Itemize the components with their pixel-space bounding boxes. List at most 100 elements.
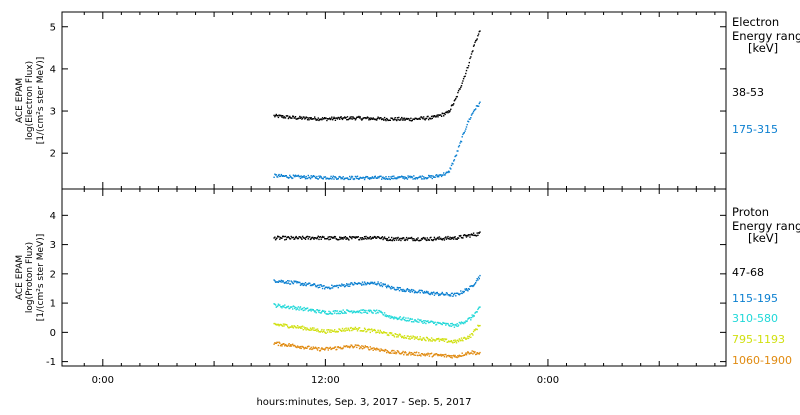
data-point	[462, 322, 465, 325]
data-point	[339, 176, 342, 178]
data-point	[318, 175, 320, 177]
data-point	[284, 323, 287, 326]
data-point	[306, 119, 309, 121]
data-point	[402, 177, 404, 179]
data-point	[391, 332, 393, 334]
data-point	[374, 175, 376, 177]
data-point	[302, 176, 304, 178]
data-point	[346, 283, 348, 285]
data-point	[290, 306, 292, 308]
data-point	[343, 178, 345, 181]
data-point	[450, 295, 452, 297]
data-point	[470, 336, 472, 338]
data-point	[419, 354, 421, 356]
data-point	[326, 347, 329, 349]
data-point	[388, 236, 390, 239]
data-point	[442, 112, 444, 115]
data-point	[329, 312, 331, 315]
data-point	[413, 321, 415, 323]
data-point	[393, 349, 395, 352]
data-point	[288, 307, 290, 310]
data-point	[472, 353, 474, 355]
data-point	[337, 286, 339, 289]
data-point	[393, 237, 395, 239]
data-point	[378, 310, 381, 312]
data-point	[474, 351, 476, 353]
data-point	[477, 352, 480, 355]
data-point	[457, 340, 460, 343]
data-point	[326, 331, 329, 333]
data-point	[291, 306, 293, 308]
proton-ytick-label: 4	[50, 211, 56, 222]
data-point	[477, 307, 480, 309]
data-point	[362, 309, 364, 311]
proton-legend-entry: 115-195	[732, 292, 778, 305]
data-point	[444, 293, 446, 296]
data-point	[344, 330, 347, 332]
data-point	[391, 177, 393, 180]
data-point	[334, 119, 337, 121]
data-point	[316, 175, 318, 178]
data-point	[340, 178, 342, 180]
data-point	[451, 357, 453, 359]
data-point	[410, 236, 413, 239]
data-point	[366, 281, 369, 284]
data-point	[364, 311, 366, 313]
data-point	[419, 118, 421, 120]
data-point	[279, 114, 282, 117]
data-point	[301, 282, 304, 285]
data-point	[372, 237, 374, 239]
data-point	[312, 329, 314, 331]
data-point	[294, 306, 297, 309]
data-point	[357, 328, 359, 330]
data-point	[449, 294, 451, 296]
data-point	[313, 310, 315, 312]
data-point	[435, 339, 437, 341]
data-point	[304, 238, 307, 240]
data-point	[347, 285, 349, 287]
data-point	[467, 234, 470, 236]
data-point	[370, 281, 372, 283]
data-point	[382, 238, 384, 241]
data-point	[465, 69, 468, 72]
data-point	[408, 289, 411, 291]
data-point	[438, 236, 441, 238]
data-point	[351, 310, 353, 312]
data-point	[448, 171, 451, 173]
data-point	[417, 338, 419, 340]
data-point	[359, 176, 361, 179]
data-point	[354, 237, 357, 239]
data-point	[356, 283, 359, 285]
data-point	[309, 348, 312, 350]
data-point	[366, 116, 369, 118]
data-point	[444, 338, 446, 340]
data-point	[345, 116, 347, 119]
data-point	[368, 177, 370, 179]
proton-series-115-195	[273, 274, 481, 297]
proton-series-1060-1900	[273, 341, 481, 359]
data-point	[355, 236, 357, 238]
data-point	[294, 175, 296, 178]
data-point	[371, 347, 374, 349]
data-point	[329, 177, 332, 179]
data-point	[302, 329, 304, 331]
data-point	[453, 103, 455, 105]
data-point	[425, 177, 428, 180]
data-point	[442, 293, 444, 295]
data-point	[453, 326, 456, 328]
data-point	[426, 237, 428, 239]
data-point	[339, 238, 342, 240]
data-point	[339, 236, 341, 238]
data-point	[453, 294, 455, 296]
data-point	[419, 292, 421, 294]
data-point	[274, 281, 277, 283]
data-point	[320, 238, 322, 240]
data-point	[412, 178, 414, 180]
data-point	[300, 325, 302, 328]
data-point	[471, 314, 473, 316]
data-point	[408, 319, 411, 321]
data-point	[377, 329, 379, 331]
data-point	[412, 239, 414, 242]
data-point	[437, 116, 439, 118]
data-point	[408, 352, 410, 355]
